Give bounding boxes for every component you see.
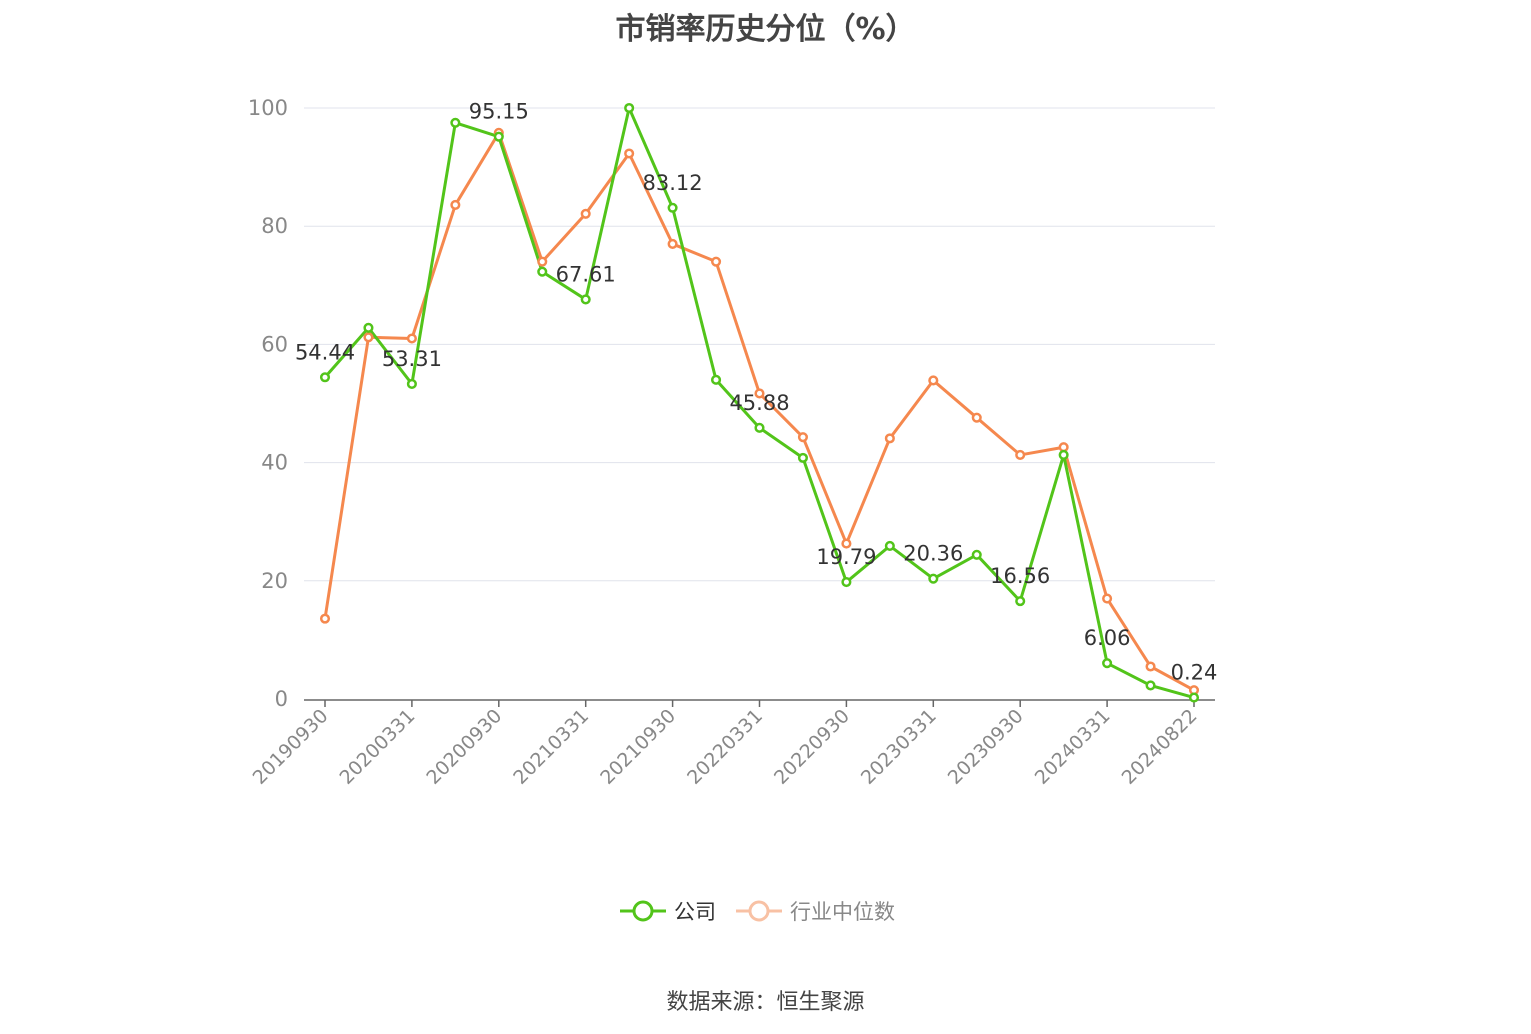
data-point-company[interactable] bbox=[319, 372, 331, 383]
data-point-company[interactable] bbox=[1188, 692, 1200, 703]
data-point-industry[interactable] bbox=[971, 412, 982, 423]
data-point-company[interactable] bbox=[1145, 680, 1156, 691]
x-tick-label: 20220930 bbox=[770, 705, 854, 789]
x-tick-label: 20210331 bbox=[509, 705, 593, 789]
data-label: 95.15 bbox=[469, 100, 529, 124]
data-point-company[interactable] bbox=[1102, 658, 1113, 669]
data-point-industry[interactable] bbox=[928, 375, 939, 386]
y-tick-label: 20 bbox=[261, 569, 288, 593]
data-point-company[interactable] bbox=[537, 266, 548, 277]
data-label: 6.06 bbox=[1084, 626, 1131, 650]
x-axis: 20190930 20200331 20200930 20210331 20210930… bbox=[249, 699, 1215, 789]
data-point-company[interactable] bbox=[1058, 449, 1069, 460]
data-point-industry[interactable] bbox=[754, 388, 765, 399]
data-label: 16.56 bbox=[990, 564, 1050, 588]
x-tick-label: 20210930 bbox=[596, 705, 680, 789]
data-point-industry[interactable] bbox=[1145, 661, 1156, 672]
legend: 公司 行业中位数 bbox=[620, 896, 915, 926]
legend-item-company[interactable]: 公司 bbox=[620, 896, 716, 926]
x-tick-label: 20230930 bbox=[944, 705, 1028, 789]
data-point-company[interactable] bbox=[624, 102, 635, 114]
data-labels: 54.44 53.31 95.15 67.61 83.12 45.88 19.79 20.36… bbox=[295, 100, 1217, 685]
data-point-industry[interactable] bbox=[406, 333, 417, 344]
data-point-company[interactable] bbox=[884, 540, 895, 551]
data-point-industry[interactable] bbox=[319, 613, 331, 624]
data-point-industry[interactable] bbox=[1102, 593, 1113, 604]
y-tick-label: 40 bbox=[261, 451, 288, 475]
x-tick-label: 20220331 bbox=[683, 705, 767, 789]
data-label: 54.44 bbox=[295, 340, 355, 364]
data-point-company[interactable] bbox=[754, 422, 765, 433]
data-point-industry[interactable] bbox=[884, 433, 895, 444]
data-point-company[interactable] bbox=[450, 117, 461, 128]
data-point-company[interactable] bbox=[971, 549, 982, 560]
data-point-industry[interactable] bbox=[797, 432, 809, 443]
data-point-industry[interactable] bbox=[1015, 449, 1026, 460]
data-point-industry[interactable] bbox=[667, 238, 678, 249]
x-tick-label: 20190930 bbox=[249, 705, 333, 789]
data-label: 45.88 bbox=[729, 391, 789, 415]
y-axis: 0 20 40 60 80 100 bbox=[248, 96, 288, 711]
legend-industry-marker-icon bbox=[736, 900, 782, 922]
data-point-company[interactable] bbox=[797, 452, 809, 463]
data-label: 53.31 bbox=[382, 347, 442, 371]
series-points bbox=[319, 102, 1200, 703]
legend-company-marker-icon bbox=[620, 900, 666, 922]
x-tick-label: 20240822 bbox=[1118, 705, 1202, 789]
data-point-company[interactable] bbox=[928, 573, 939, 584]
x-tick-label: 20240331 bbox=[1031, 705, 1115, 789]
y-tick-label: 80 bbox=[261, 214, 288, 238]
data-point-company[interactable] bbox=[493, 131, 504, 142]
data-point-industry[interactable] bbox=[580, 208, 591, 219]
data-point-industry[interactable] bbox=[363, 332, 374, 343]
y-tick-label: 0 bbox=[275, 687, 288, 711]
legend-label-industry: 行业中位数 bbox=[790, 900, 895, 924]
data-point-industry[interactable] bbox=[537, 256, 548, 267]
legend-item-industry[interactable]: 行业中位数 bbox=[736, 896, 895, 926]
data-point-industry[interactable] bbox=[711, 256, 722, 267]
data-point-company[interactable] bbox=[406, 378, 417, 389]
data-point-company[interactable] bbox=[711, 374, 722, 385]
data-label: 19.79 bbox=[816, 545, 876, 569]
data-label: 20.36 bbox=[903, 542, 963, 566]
data-label: 83.12 bbox=[643, 171, 703, 195]
x-tick-label: 20200930 bbox=[422, 705, 506, 789]
data-point-industry[interactable] bbox=[841, 538, 852, 549]
grid-lines bbox=[304, 107, 1215, 582]
data-label: 67.61 bbox=[556, 262, 616, 286]
legend-label-company: 公司 bbox=[674, 900, 716, 924]
data-label: 0.24 bbox=[1171, 661, 1218, 685]
data-point-company[interactable] bbox=[667, 202, 678, 213]
data-point-industry[interactable] bbox=[450, 199, 461, 210]
data-point-industry[interactable] bbox=[624, 148, 635, 159]
data-point-company[interactable] bbox=[841, 576, 852, 588]
data-point-company[interactable] bbox=[363, 322, 374, 333]
data-source: 数据来源：恒生聚源 bbox=[666, 990, 865, 1015]
chart-title: 市销率历史分位（%） bbox=[615, 12, 916, 47]
y-tick-label: 60 bbox=[261, 332, 288, 356]
data-point-company[interactable] bbox=[1015, 596, 1026, 607]
x-tick-label: 20200331 bbox=[335, 705, 419, 789]
data-point-company[interactable] bbox=[580, 294, 591, 305]
y-tick-label: 100 bbox=[248, 96, 288, 120]
x-tick-label: 20230331 bbox=[857, 705, 941, 789]
